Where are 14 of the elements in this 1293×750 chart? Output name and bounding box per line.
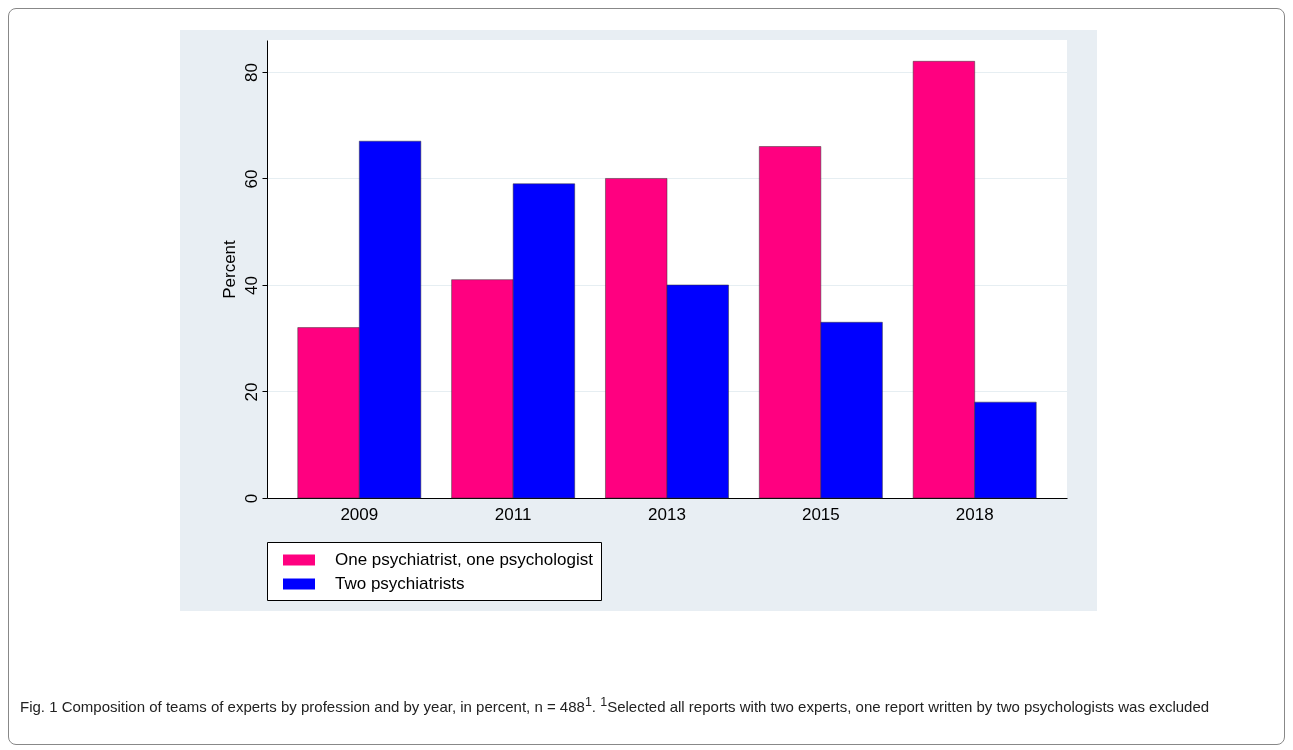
- legend-label: Two psychiatrists: [335, 574, 465, 593]
- y-tick-label: 80: [241, 62, 261, 82]
- x-tick-label: 2011: [494, 504, 532, 524]
- legend-label: One psychiatrist, one psychologist: [335, 550, 594, 569]
- y-axis-title: Percent: [219, 239, 239, 299]
- x-tick-label: 2018: [955, 504, 994, 524]
- y-tick-label: 0: [241, 493, 261, 504]
- x-tick-label: 2009: [340, 504, 379, 524]
- y-tick-label: 40: [241, 276, 261, 295]
- caption: Fig. 1 Composition of teams of experts by profession and by year, in percent, n = 488$^{1}$. $^{1}$Selected all reports with two experts, one report written by two psychologists was excluded: [20, 694, 1211, 717]
- x-tick-label: 2013: [648, 504, 686, 524]
- y-tick-label: 60: [241, 169, 261, 189]
- x-tick-label: 2015: [801, 504, 840, 524]
- y-tick-label: 20: [241, 382, 261, 402]
